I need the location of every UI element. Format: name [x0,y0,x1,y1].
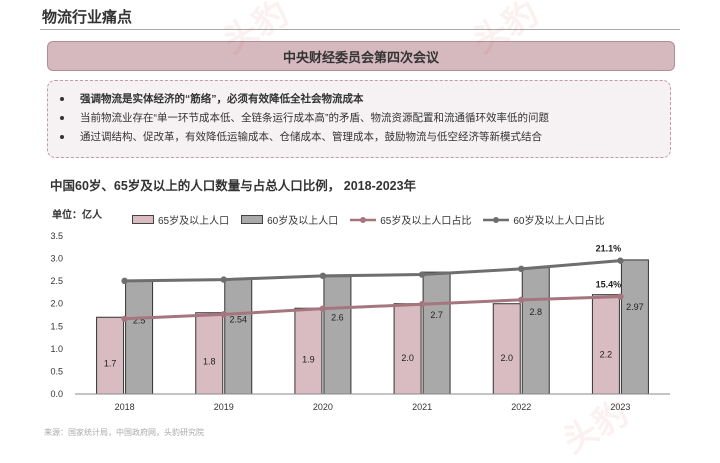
y-tick-label-0: 0.0 [50,389,63,399]
line-point-s1-2019 [220,276,227,283]
bar-s1-2019 [224,278,253,395]
bar-s1-2021 [422,271,451,395]
bar-label-s0-2023: 2.2 [600,349,613,359]
source-note: 来源：国家统计局，中国政府网，头豹研究院 [44,428,204,437]
key-point-1: 强调物流是实体经济的“筋络”，必须有效降低全社会物流成本 [60,90,670,109]
y-tick-label-2: 1.0 [50,344,63,354]
line-point-s1-2022 [518,265,525,273]
line-point-s0-2020 [319,305,327,312]
bar-s1-2018 [125,280,154,395]
bar-label-s1-2020: 2.6 [331,313,344,323]
x-tick-label-2021: 2021 [412,402,432,412]
line-point-s1-2018 [121,277,128,285]
x-tick-label-2018: 2018 [115,402,135,412]
line-series-0 [124,295,621,321]
bar-s1-2020 [323,276,352,395]
legend-swatch-65-ratio [350,216,377,223]
legend-label-65-ratio: 65岁及以上人口占比 [380,216,472,227]
line-point-s1-2023 [617,257,624,264]
title-divider [40,29,680,30]
y-tick-label-1: 0.5 [50,366,63,376]
legend-item-60-population: 60岁及以上人口 [241,212,338,227]
bar-s0-2022 [492,303,521,395]
bar-label-s0-2018: 1.7 [104,358,117,368]
key-point-3: 通过调结构、促改革，有效降低运输成本、仓储成本、管理成本，鼓励物流与低空经济等新… [60,128,670,147]
line-point-s0-2018 [121,315,128,322]
legend-swatch-60-population [241,215,264,224]
bar-label-s0-2020: 1.9 [302,355,315,365]
chart-legend: 65岁及以上人口 60岁及以上人口 65岁及以上人口占比 60岁及以上人口占比 [132,212,617,227]
bar-label-s1-2019: 2.54 [229,314,247,324]
legend-label-60-ratio: 60岁及以上人口占比 [513,216,605,227]
y-tick-label-3: 1.5 [50,321,63,331]
line-label-s0-2023: 15.4% [596,280,622,290]
x-tick-label-2023: 2023 [610,402,630,412]
bar-label-s0-2022: 2.0 [500,353,513,363]
bar-label-s0-2019: 1.8 [203,356,216,366]
bar-s1-2022 [521,267,550,395]
bar-label-s1-2021: 2.7 [430,310,443,320]
x-tick-label-2020: 2020 [313,402,333,412]
legend-item-65-population: 65岁及以上人口 [132,212,229,227]
line-point-s1-2021 [418,271,426,278]
y-tick-label-5: 2.5 [50,276,63,286]
key-points-box: 强调物流是实体经济的“筋络”，必须有效降低全社会物流成本 当前物流业存在“单一环… [47,80,671,158]
key-point-2: 当前物流业存在“单一环节成本低、全链条运行成本高”的矛盾、物流资源配置和流通循环… [60,109,670,128]
line-series-1 [124,259,621,283]
bar-label-s1-2018: 2.5 [133,316,146,326]
line-point-s0-2023 [617,293,624,300]
y-axis-unit: 单位：亿人 [52,210,102,221]
x-tick-label-2019: 2019 [214,402,234,412]
bar-s0-2021 [393,303,422,395]
y-tick-label-7: 3.5 [50,231,63,241]
line-point-s1-2020 [319,272,327,280]
bar-label-s1-2023: 2.97 [626,302,644,312]
legend-swatch-60-ratio [483,216,510,223]
x-tick-label-2022: 2022 [511,402,531,412]
bar-s1-2023 [620,259,649,395]
bar-label-s0-2021: 2.0 [401,353,414,363]
legend-label-65-population: 65岁及以上人口 [158,216,230,227]
line-label-s1-2023: 21.1% [596,244,622,254]
page-title: 物流行业痛点 [42,9,133,26]
bar-s0-2018 [96,316,125,395]
y-tick-label-6: 3.0 [50,254,63,264]
legend-item-65-ratio: 65岁及以上人口占比 [350,212,471,227]
legend-label-60-population: 60岁及以上人口 [267,216,339,227]
bar-label-s1-2022: 2.8 [529,307,542,317]
meeting-banner: 中央财经委员会第四次会议 [47,41,675,71]
bar-s0-2023 [591,294,620,395]
bar-s0-2019 [195,312,224,395]
population-chart: 0.0 0.5 1.0 1.5 2.0 2.5 3.0 3.5 1.7 1.8 1.9 2.0 2.0 2… [50,231,670,412]
legend-swatch-65-population [132,215,154,224]
y-tick-label-4: 2.0 [50,299,63,309]
bar-s0-2020 [294,307,323,395]
chart-title: 中国60岁、65岁及以上的人口数量与占总人口比例， 2018-2023年 [50,179,417,193]
legend-item-60-ratio: 60岁及以上人口占比 [483,212,605,227]
line-point-s0-2021 [418,301,426,308]
line-point-s0-2019 [220,311,227,318]
line-point-s0-2022 [518,296,525,304]
